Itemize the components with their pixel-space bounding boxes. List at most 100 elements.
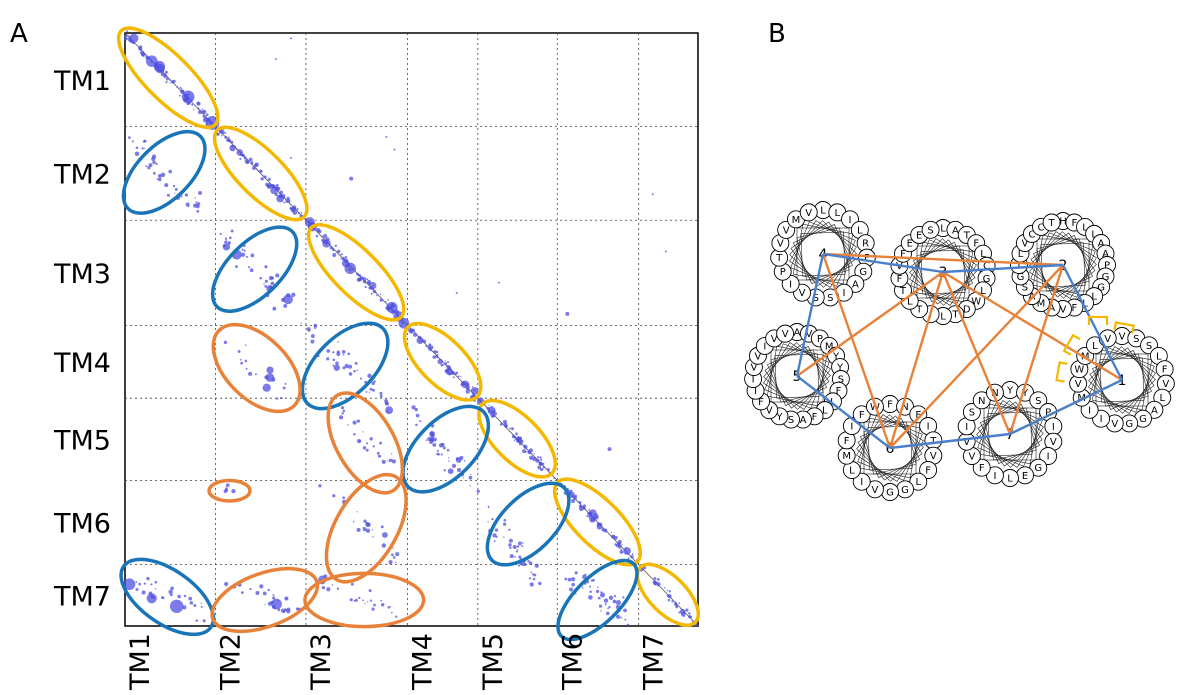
contact-point [447, 361, 450, 364]
contact-point [143, 582, 147, 585]
contact-point [514, 438, 517, 440]
contact-group-ellipse [210, 566, 320, 634]
contact-map: TM1 TM2 TM3 TM4 TM5 TM6 TM7 TM1 TM2 TM3 TM4 TM5 TM6… [53, 26, 701, 691]
contact-point [356, 527, 361, 532]
residue-letter: V [799, 288, 806, 299]
contact-point [433, 350, 435, 353]
contact-point [553, 477, 555, 480]
contact-point [626, 623, 630, 627]
residue-letter: P [1045, 408, 1051, 419]
contact-point [569, 587, 574, 592]
contact-point [366, 278, 369, 281]
contact-point [144, 147, 146, 150]
contact-point [216, 132, 220, 136]
contact-point [591, 578, 595, 582]
contact-point [362, 599, 365, 602]
residue-letter: Y [832, 351, 840, 362]
contact-point [285, 199, 289, 204]
contact-point [179, 86, 182, 89]
contact-point [274, 607, 277, 610]
contact-group-ellipse [212, 125, 309, 222]
helix-contact-edges [795, 252, 1124, 450]
contact-point [351, 268, 353, 271]
contact-point [503, 422, 508, 427]
contact-point [193, 108, 195, 111]
contact-point [440, 453, 443, 456]
contact-point [495, 535, 498, 538]
contact-point [264, 603, 266, 605]
contact-point [667, 598, 671, 602]
contact-point [230, 229, 234, 233]
contact-point [428, 343, 432, 347]
contact-point [286, 609, 291, 614]
contact-point [131, 140, 134, 143]
contact-point [276, 194, 285, 203]
contact-point [600, 592, 606, 598]
residue-letter: A [800, 415, 807, 426]
helix-core [774, 353, 820, 399]
x-segment-label: TM7 [639, 633, 670, 691]
residue-letter: G [983, 274, 991, 285]
contact-point [588, 595, 593, 600]
contact-point [565, 311, 570, 316]
contact-point [342, 496, 346, 500]
contact-point [382, 532, 388, 538]
residue-letter: M [792, 215, 801, 226]
residue-letter: G [901, 485, 909, 496]
contact-point [488, 404, 490, 407]
contact-point [463, 459, 466, 462]
contact-point [401, 320, 405, 325]
contact-point [353, 370, 356, 373]
contact-point [245, 255, 248, 258]
contact-point [363, 519, 367, 523]
contact-point [522, 542, 524, 544]
contact-point [274, 58, 277, 61]
residue-letter: C [1038, 222, 1045, 233]
contact-point [536, 563, 539, 566]
residue-letter: I [860, 477, 863, 488]
contact-point [470, 387, 479, 395]
helix-edge-orange [1008, 264, 1065, 435]
contact-point [356, 511, 358, 513]
residue-letter: V [1119, 332, 1126, 343]
contact-point [344, 255, 348, 259]
contact-point [267, 177, 271, 181]
contact-point [395, 309, 398, 312]
residue-letter: V [1111, 419, 1118, 430]
residue-letter: L [940, 312, 946, 323]
contact-point [428, 345, 430, 348]
contact-point [503, 536, 505, 538]
contact-point [455, 457, 462, 463]
contact-group-ellipse [303, 571, 426, 629]
contact-point [141, 147, 144, 150]
contact-point [513, 440, 515, 442]
x-segment-label: TM2 [215, 633, 246, 691]
residue-letter: I [1018, 261, 1021, 272]
residue-letter: F [864, 253, 870, 264]
contact-point [668, 590, 671, 593]
contact-point [411, 329, 415, 333]
contact-point [129, 39, 133, 44]
contact-point [366, 442, 369, 445]
contact-point [337, 341, 339, 343]
contact-point [365, 448, 369, 452]
contact-point [145, 165, 148, 168]
contact-point [290, 208, 296, 213]
contact-point [509, 546, 512, 550]
contact-point [170, 586, 174, 591]
contact-point [461, 380, 470, 389]
contact-point [469, 485, 471, 487]
contact-point [249, 587, 252, 591]
contact-point [160, 72, 164, 77]
contact-point [315, 234, 319, 238]
contact-point [448, 366, 452, 370]
contact-point [224, 137, 226, 139]
contact-group-ellipse [210, 225, 299, 313]
contact-point [469, 473, 472, 476]
contact-point [196, 210, 200, 213]
residue-letter: L [980, 286, 986, 297]
contact-point [570, 577, 576, 582]
contact-point [326, 357, 330, 361]
contact-point [611, 535, 613, 538]
contact-point [379, 298, 384, 302]
